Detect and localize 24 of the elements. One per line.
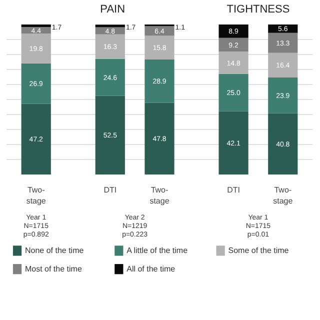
bar [21,34,51,64]
legend-label: Most of the time [24,264,82,274]
legend-label: All of the time [126,264,176,274]
bar [144,26,174,36]
text: TIGHTNESS [226,4,290,16]
bar [268,52,298,78]
bar [21,24,51,28]
text: PAIN [100,4,126,16]
x-tick-label: Two-stage [150,186,170,206]
bar [21,63,51,104]
bar [144,36,174,60]
bar [21,104,51,174]
x-tick-label: Two-stage [26,186,46,206]
x-tick-label: DTI [227,186,240,194]
legend-label: Some of the time [228,246,290,256]
x-tick-label: Two-stage [273,186,294,206]
x-tick-label: DTI [104,186,117,194]
bar [144,59,174,103]
legend-label: A little of the time [126,246,188,256]
legend-label: None of the time [24,246,84,256]
bar [144,102,174,174]
bar [268,32,298,53]
bar [268,113,298,174]
bar [268,77,298,114]
